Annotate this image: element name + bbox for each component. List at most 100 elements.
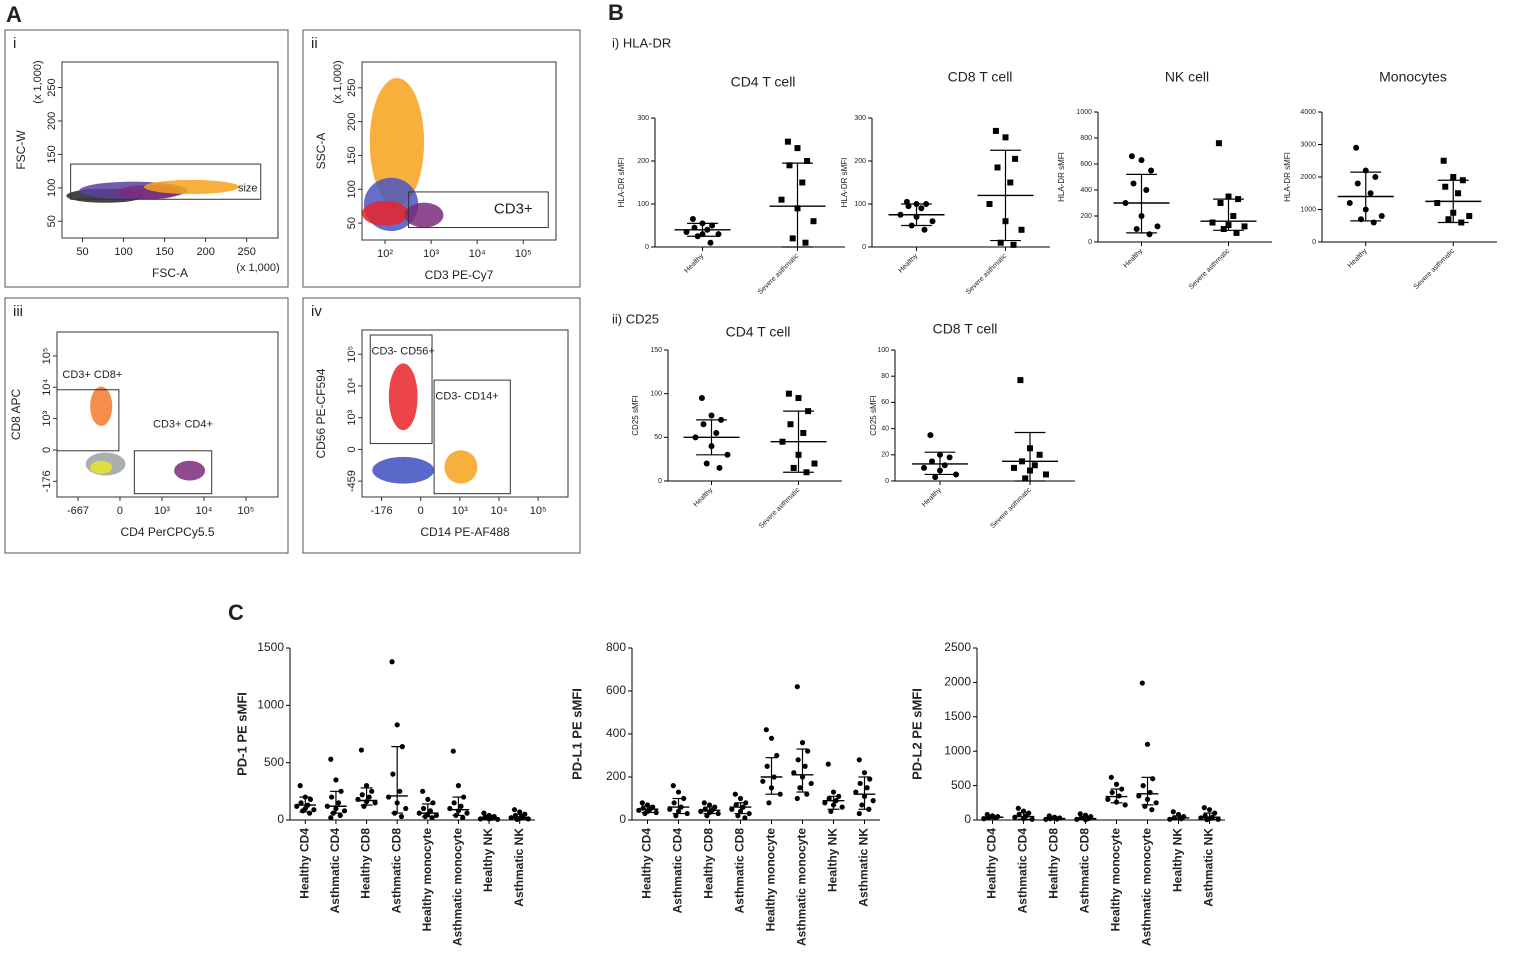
x-tick-label: 50 xyxy=(76,246,88,258)
data-point xyxy=(464,810,470,816)
y-tick-label: 600 xyxy=(606,683,626,697)
data-point xyxy=(1108,774,1114,780)
y-tick-label: 60 xyxy=(881,399,889,406)
y-axis-label: HLA-DR sMFI xyxy=(1057,152,1066,202)
data-point xyxy=(700,421,707,428)
data-point xyxy=(839,804,845,810)
y-axis-label: CD25 sMFI xyxy=(869,395,878,435)
data-point xyxy=(794,795,800,802)
event-cloud xyxy=(369,78,425,207)
data-point xyxy=(335,800,342,806)
data-point xyxy=(708,412,715,419)
chart-title: CD4 T cell xyxy=(726,324,791,340)
data-point xyxy=(420,805,427,812)
data-point xyxy=(1466,213,1473,219)
data-point xyxy=(1036,451,1043,458)
panel-label: B xyxy=(608,0,624,25)
x-tick-label: 10² xyxy=(377,248,393,260)
data-point xyxy=(1016,811,1022,818)
event-cloud xyxy=(372,456,435,484)
x-tick-label: 10⁵ xyxy=(515,248,532,260)
data-point xyxy=(1017,377,1024,384)
data-point xyxy=(460,815,466,821)
y-tick-label: 0 xyxy=(964,812,971,826)
data-point xyxy=(420,788,426,794)
data-point xyxy=(799,179,806,186)
y-tick-label: 800 xyxy=(606,640,626,654)
x-tick-label: Healthy monocyte xyxy=(764,828,778,932)
data-point xyxy=(1146,231,1153,238)
data-point xyxy=(795,757,801,763)
y-tick-label: 800 xyxy=(1080,135,1092,142)
data-point xyxy=(861,770,868,776)
y-tick-label: 0 xyxy=(658,478,662,485)
x-tick-label: Severe asthmatic xyxy=(757,252,801,296)
y-tick-label: 10⁵ xyxy=(346,346,358,363)
gate-label: CD3- CD14+ xyxy=(435,391,498,403)
data-point xyxy=(802,763,808,769)
data-point xyxy=(1346,200,1353,206)
y-tick-label: 0 xyxy=(346,446,358,452)
x-tick-label: Severe asthmatic xyxy=(758,486,802,530)
data-point xyxy=(742,815,748,821)
data-point xyxy=(764,763,770,769)
data-point xyxy=(1353,144,1360,151)
data-point xyxy=(1455,190,1462,197)
x-tick-label: Asthmatic monocyte xyxy=(451,828,465,946)
data-point xyxy=(1022,475,1029,482)
x-tick-label: Asthmatic CD4 xyxy=(328,828,342,914)
data-point xyxy=(1220,226,1227,232)
plot-numeral: iv xyxy=(311,303,322,320)
chart-title: CD8 T cell xyxy=(948,69,1013,85)
y-tick-label: 500 xyxy=(264,755,284,769)
data-point xyxy=(805,748,811,754)
x-tick-label: 0 xyxy=(117,505,123,517)
data-point xyxy=(481,810,487,816)
data-point xyxy=(333,777,339,783)
data-point xyxy=(1367,190,1374,197)
data-point xyxy=(653,809,659,816)
x-tick-label: -667 xyxy=(67,505,89,517)
x-tick-label: Asthmatic CD8 xyxy=(1078,828,1092,914)
event-cloud xyxy=(174,460,206,481)
gate-label: CD3+ xyxy=(494,201,533,218)
y-tick-label: 100 xyxy=(637,201,649,208)
data-point xyxy=(929,458,935,465)
data-point xyxy=(1445,216,1452,223)
data-point xyxy=(856,757,862,763)
y-axis-label: HLA-DR sMFI xyxy=(1283,152,1292,202)
data-point xyxy=(785,390,792,397)
y-tick-label: 10⁴ xyxy=(346,377,358,394)
x-tick-label: Severe asthmatic xyxy=(990,486,1034,530)
chart-title: CD8 T cell xyxy=(933,321,998,337)
data-point xyxy=(667,806,673,812)
y-tick-label: 400 xyxy=(1080,187,1092,194)
data-point xyxy=(746,810,752,817)
data-point xyxy=(403,805,409,812)
y-axis-label: HLA-DR sMFI xyxy=(617,158,626,208)
y-tick-label: 150 xyxy=(46,145,58,163)
data-point xyxy=(689,216,696,223)
y-tick-label: 100 xyxy=(46,179,58,197)
x-tick-label: Asthmatic NK xyxy=(512,828,526,907)
y-tick-label: 50 xyxy=(654,434,662,441)
data-point xyxy=(1241,223,1248,230)
data-point xyxy=(715,810,721,817)
y-tick-label: 80 xyxy=(881,373,889,380)
plot-frame xyxy=(302,29,581,288)
x-tick-label: Healthy NK xyxy=(481,828,495,892)
y-tick-label: 0 xyxy=(645,244,649,251)
x-tick-label: -176 xyxy=(371,505,393,517)
data-point xyxy=(1144,741,1151,747)
data-point xyxy=(826,795,832,802)
x-tick-label: Asthmatic NK xyxy=(1202,828,1216,907)
y-axis-label: PD-1 PE sMFI xyxy=(234,692,249,776)
x-tick-label: Healthy NK xyxy=(1171,828,1185,892)
y-tick-label: 50 xyxy=(46,215,58,227)
data-point xyxy=(1442,183,1449,190)
data-point xyxy=(1109,789,1115,796)
data-point xyxy=(784,138,791,145)
y-tick-label: 0 xyxy=(1312,239,1316,246)
x-tick-label: Healthy monocyte xyxy=(420,828,434,932)
event-cloud xyxy=(444,450,478,484)
